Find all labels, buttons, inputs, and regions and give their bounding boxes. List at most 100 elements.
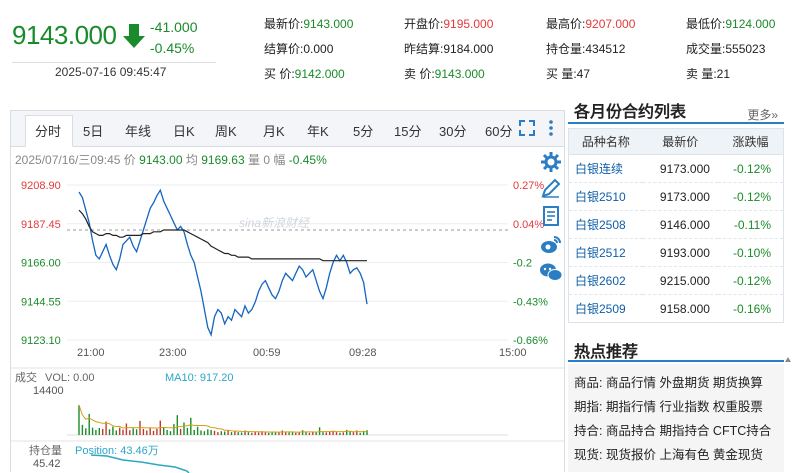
- hot-row-key: 持合:: [574, 424, 603, 438]
- hot-recommend-header: 热点推荐: [568, 332, 784, 362]
- cell-price: 9158.000: [642, 294, 718, 323]
- cell-name[interactable]: 白银2510: [568, 182, 643, 211]
- contract-list-header: 各月份合约列表 更多»: [568, 94, 784, 124]
- volume-value: VOL: 0.00: [45, 372, 95, 384]
- wechat-share-icon[interactable]: [539, 261, 563, 283]
- price-line: [78, 188, 368, 337]
- ma10-value: MA10: 917.20: [165, 372, 234, 384]
- col-header-price: 最新价: [642, 128, 718, 155]
- quote-field-label: 开盘价:: [404, 17, 444, 31]
- quote-field: 开盘价:9195.000: [404, 15, 493, 32]
- y-tick-left: 9144.55: [21, 296, 61, 308]
- table-row[interactable]: 白银2512 9193.000 -0.10%: [568, 238, 784, 267]
- tab-period[interactable]: 日K: [173, 124, 195, 139]
- more-vertical-icon[interactable]: [547, 119, 555, 137]
- table-row[interactable]: 白银连续 9173.000 -0.12%: [568, 154, 784, 183]
- pencil-draw-icon[interactable]: [539, 177, 563, 199]
- x-tick: 09:28: [349, 347, 377, 359]
- volume-label: 成交: [15, 370, 37, 384]
- quote-field-label: 持仓量:: [546, 42, 586, 56]
- table-row[interactable]: 白银2510 9173.000 -0.12%: [568, 182, 784, 211]
- tab-period[interactable]: 5分: [353, 124, 374, 139]
- quote-field-label: 买 价:: [264, 67, 295, 81]
- tab-period[interactable]: 年K: [307, 124, 329, 139]
- open-interest-label: 持仓量: [29, 443, 62, 457]
- fullscreen-icon[interactable]: [519, 120, 535, 136]
- cell-name[interactable]: 白银2509: [568, 294, 643, 323]
- table-row[interactable]: 白银2602 9215.000 -0.12%: [568, 266, 784, 295]
- more-link[interactable]: 更多»: [747, 108, 778, 122]
- quote-field: 买 量:47: [546, 65, 590, 82]
- cell-name[interactable]: 白银2512: [568, 238, 643, 267]
- x-tick: 00:59: [253, 347, 281, 359]
- quote-field-label: 最新价:: [264, 17, 304, 31]
- quote-field-label: 卖 量:: [686, 67, 717, 81]
- chart-panel: 分时 5日 年线 日K 周K 月K 年K 5分 15分 30分 60分 2025/07/16/三09…: [10, 110, 565, 473]
- quote-field-value: 47: [576, 67, 591, 81]
- tab-period[interactable]: 年线: [125, 124, 152, 139]
- col-header-change: 涨跌幅: [717, 128, 784, 155]
- hot-row-links[interactable]: 现货报价 上海有色 黄金现货: [605, 448, 763, 462]
- y-tick-right: 0.27%: [513, 180, 544, 192]
- open-interest-max-tick: 45.42: [33, 458, 61, 470]
- info-price-label: 价: [123, 153, 136, 167]
- contract-table: 品种名称 最新价 涨跌幅 白银连续 9173.000 -0.12% 白银2510 917…: [568, 128, 784, 323]
- table-row[interactable]: 白银2508 9146.000 -0.11%: [568, 210, 784, 239]
- y-tick-right: -0.2: [513, 258, 532, 270]
- quote-field-value: 9184.000: [443, 42, 494, 56]
- cell-name[interactable]: 白银2508: [568, 210, 643, 239]
- info-avg: 9169.63: [201, 153, 245, 167]
- average-line: [78, 209, 367, 262]
- cell-chg: -0.12%: [717, 154, 784, 183]
- cell-chg: -0.12%: [717, 182, 784, 211]
- tab-period[interactable]: 5日: [83, 124, 104, 139]
- cell-name[interactable]: 白银2602: [568, 266, 643, 295]
- quote-field-label: 最高价:: [546, 17, 586, 31]
- quote-field-value: 9207.000: [585, 17, 636, 31]
- scrollbar[interactable]: [784, 356, 792, 472]
- info-avg-label: 均: [185, 153, 198, 167]
- tab-period[interactable]: 分时: [35, 124, 62, 139]
- contract-list-panel: 各月份合约列表 更多» 品种名称 最新价 涨跌幅 白银连续 9173.000 -0.…: [568, 94, 784, 472]
- weibo-share-icon[interactable]: [539, 233, 563, 255]
- divider: [12, 62, 216, 63]
- tab-period[interactable]: 60分: [485, 124, 513, 139]
- contract-list-title: 各月份合约列表: [574, 104, 687, 121]
- tab-period[interactable]: 15分: [394, 124, 422, 139]
- hot-row-links[interactable]: 商品持合 期指持合 CFTC持合: [605, 424, 772, 438]
- cell-price: 9146.000: [642, 210, 718, 239]
- hot-row-key: 期指:: [574, 400, 603, 414]
- ma10-line: [78, 404, 368, 433]
- hot-row: 期指: 期指行情 行业指数 权重股票: [574, 396, 763, 415]
- price-change-percent: -0.45%: [150, 40, 195, 56]
- tab-period[interactable]: 月K: [263, 124, 285, 139]
- hot-row-links[interactable]: 期指行情 行业指数 权重股票: [605, 400, 763, 414]
- hot-row-links[interactable]: 商品行情 外盘期货 期货换算: [605, 376, 763, 390]
- cursor-info: 2025/07/16/三09:45 价 9143.00 均 9169.63 量 …: [15, 151, 327, 168]
- table-row[interactable]: 白银2509 9158.000 -0.16%: [568, 294, 784, 323]
- quote-header: 9143.000 -41.000 -0.45% 2025-07-16 09:45…: [0, 0, 792, 100]
- y-tick-left: 9166.00: [21, 258, 61, 270]
- notes-icon[interactable]: [539, 205, 563, 227]
- y-tick-left: 9208.90: [21, 180, 61, 192]
- settings-gear-icon[interactable]: [539, 151, 563, 173]
- intraday-chart[interactable]: 9208.90 9187.45 9166.00 9144.55 9123.10 0.27%…: [11, 169, 564, 473]
- info-amp-label: 幅: [273, 153, 286, 167]
- tab-period[interactable]: 周K: [215, 124, 237, 139]
- quote-field-value: 9195.000: [443, 17, 494, 31]
- info-price: 9143.00: [139, 153, 183, 167]
- x-tick: 23:00: [159, 347, 187, 359]
- info-vol-label: 量: [247, 153, 260, 167]
- cell-chg: -0.12%: [717, 266, 784, 295]
- quote-field-value: 21: [716, 67, 731, 81]
- col-header-name: 品种名称: [568, 128, 643, 155]
- hot-row: 持合: 商品持合 期指持合 CFTC持合: [574, 420, 771, 439]
- y-tick-left: 9123.10: [21, 335, 61, 347]
- cell-chg: -0.10%: [717, 238, 784, 267]
- cell-name[interactable]: 白银连续: [568, 154, 643, 183]
- watermark-logo: sina新浪财经: [239, 216, 311, 230]
- cell-chg: -0.11%: [717, 210, 784, 239]
- quote-field-value: 555023: [725, 42, 766, 56]
- quote-field: 结算价:0.000: [264, 40, 333, 57]
- tab-period[interactable]: 30分: [439, 124, 467, 139]
